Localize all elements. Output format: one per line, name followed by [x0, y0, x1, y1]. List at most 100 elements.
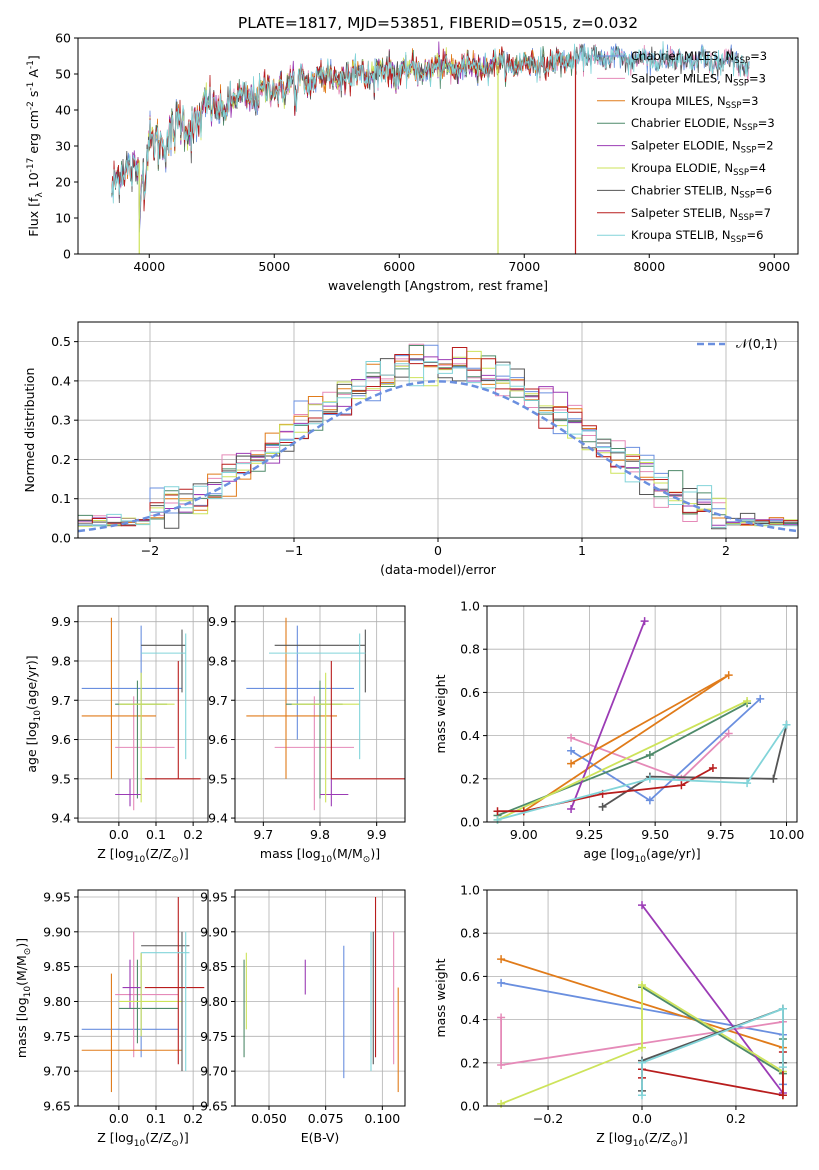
x-tick-label: 0.100	[364, 1111, 400, 1126]
y-tick-label: 9.6	[51, 732, 71, 747]
x-tick-label: 9000	[758, 259, 790, 274]
histogram-series-8	[78, 361, 798, 528]
y-tick-label: 9.90	[43, 924, 71, 939]
errorbars	[246, 617, 405, 811]
weight-marker-7	[677, 781, 686, 790]
x-tick-label: 0.075	[308, 1111, 344, 1126]
x-tick-label: −2	[141, 543, 159, 558]
errorbars	[81, 617, 201, 811]
label-part: ⊙	[670, 1139, 678, 1149]
weight-marker-8	[778, 1063, 787, 1072]
y-tick-label: 9.95	[200, 889, 228, 904]
residuals-panel: −2 −1 0 1 2 0.0 0.1 0.2 0.3 0.4 0.5 (data-model)/er…	[22, 321, 799, 577]
weight-marker-8	[782, 720, 791, 729]
label-part: -1	[26, 60, 36, 69]
label-part: Normed distribution	[22, 368, 37, 493]
legend-label-4: Salpeter ELODIE, NSSP=2	[631, 139, 774, 156]
x-tick-label: 7000	[508, 259, 540, 274]
y-tick-label: 60	[55, 31, 71, 46]
weight-marker-6	[769, 774, 778, 783]
label-part: Z [	[596, 1130, 613, 1145]
y-tick-label: 0.4	[51, 373, 71, 388]
y-tick-label: 9.9	[208, 614, 228, 629]
label-part: )]	[678, 1130, 688, 1145]
x-tick-label: 9.9	[367, 827, 387, 842]
weight-marker-5	[638, 981, 646, 990]
y-tick-label: 9.75	[43, 1029, 71, 1044]
y-tick-label: 1.0	[460, 883, 480, 898]
x-tick-label: −1	[285, 543, 303, 558]
x-axis-label: wavelength [Angstrom, rest frame]	[328, 278, 548, 293]
y-tick-label: 0.1	[51, 491, 71, 506]
label-part: 10	[635, 855, 647, 865]
weight-lines	[493, 617, 791, 824]
y-axis-label: Flux [fλ 10-17 erg cm-2 s-1 A-1]	[26, 55, 45, 237]
legend-label-2: Kroupa MILES, NSSP=3	[631, 94, 758, 111]
mass-vs-Z-panel: 0.0 0.1 0.2 9.65 9.70 9.75 9.80 9.85 9.90 9.95 Z […	[14, 889, 209, 1149]
age-vs-Z-panel: 0.0 0.1 0.29.49.59.69.79.89.9Z [log10(Z/Z⊙…	[24, 605, 209, 865]
histograms	[78, 343, 798, 533]
errorbars	[81, 896, 205, 1093]
x-tick-label: 0	[434, 543, 442, 558]
y-tick-label: 9.5	[208, 771, 228, 786]
y-tick-label: 9.70	[43, 1064, 71, 1079]
label-part: 10	[23, 986, 33, 998]
x-tick-label: 10.00	[769, 827, 805, 842]
x-tick-label: 0.050	[251, 1111, 287, 1126]
y-tick-label: 30	[55, 139, 71, 154]
x-tick-label: 6000	[383, 259, 415, 274]
weight-marker-0	[756, 694, 765, 703]
label-part: (Z/Z	[145, 1130, 171, 1145]
weight-series-8	[497, 724, 788, 821]
legend-label-7: Salpeter STELIB, NSSP=7	[631, 206, 771, 223]
weight-marker-4	[567, 805, 576, 814]
label-part: ⊙	[171, 855, 179, 865]
x-tick-label: 0.1	[146, 827, 166, 842]
y-tick-label: 9.7	[208, 693, 228, 708]
weight-marker-8	[638, 1058, 646, 1067]
weight-marker-0	[567, 746, 576, 755]
x-axis-label: (data-model)/error	[380, 562, 497, 577]
x-tick-label: 0.0	[632, 1111, 652, 1126]
label-part: )]	[14, 938, 29, 948]
weight-marker-8	[645, 774, 654, 783]
spectrum-lines	[111, 41, 750, 254]
y-tick-label: 9.75	[200, 1029, 228, 1044]
y-tick-label: 9.6	[208, 732, 228, 747]
label-part: )]	[179, 846, 189, 861]
x-tick-label: 5000	[258, 259, 290, 274]
spectrum-legend: Chabrier MILES, NSSP=3 Salpeter MILES, NS…	[597, 49, 775, 245]
label-part: log	[302, 846, 321, 861]
y-axis-label: mass weight	[433, 674, 448, 753]
y-tick-label: 9.80	[43, 994, 71, 1009]
weight-series-5	[500, 983, 784, 1105]
y-tick-label: 0.5	[51, 334, 71, 349]
mass-vs-EBV-panel: 0.050 0.075 0.100 9.65 9.70 9.75 9.80 9.85 9.90 9…	[200, 889, 406, 1145]
x-axis-label: age [log10(age/yr)]	[583, 846, 700, 865]
x-tick-label: 0.2	[183, 1111, 203, 1126]
label-part: ⊙	[23, 948, 33, 956]
y-tick-label: 10	[55, 211, 71, 226]
label-part: 10	[633, 1139, 645, 1149]
label-part: (M/M	[14, 955, 29, 986]
legend-label-6: Chabrier STELIB, NSSP=6	[631, 183, 772, 200]
x-tick-label: 9.75	[707, 827, 735, 842]
y-tick-label: 0.0	[51, 531, 71, 546]
age-vs-mass-panel: 9.7 9.8 9.9 9.4 9.5 9.6 9.7 9.8 9.9 mass [log10(M…	[208, 605, 406, 865]
label-part: wavelength [Angstrom, rest frame]	[328, 278, 548, 293]
x-tick-label: 9.50	[641, 827, 669, 842]
y-tick-label: 0.4	[460, 728, 480, 743]
label-part: (age/yr)]	[646, 846, 701, 861]
x-tick-label: 9.00	[510, 827, 538, 842]
weight-marker-5	[638, 1043, 646, 1052]
y-tick-label: 20	[55, 175, 71, 190]
label-part: 10	[134, 855, 146, 865]
label-part: log	[14, 997, 29, 1016]
legend-label-normal: 𝒩(0,1)	[736, 336, 778, 351]
weight-marker-7	[708, 764, 717, 772]
weight-marker-1	[497, 1013, 506, 1022]
label-part: ⊙	[171, 1139, 179, 1149]
y-tick-label: 0.2	[51, 452, 71, 467]
label-part: log	[24, 721, 39, 740]
